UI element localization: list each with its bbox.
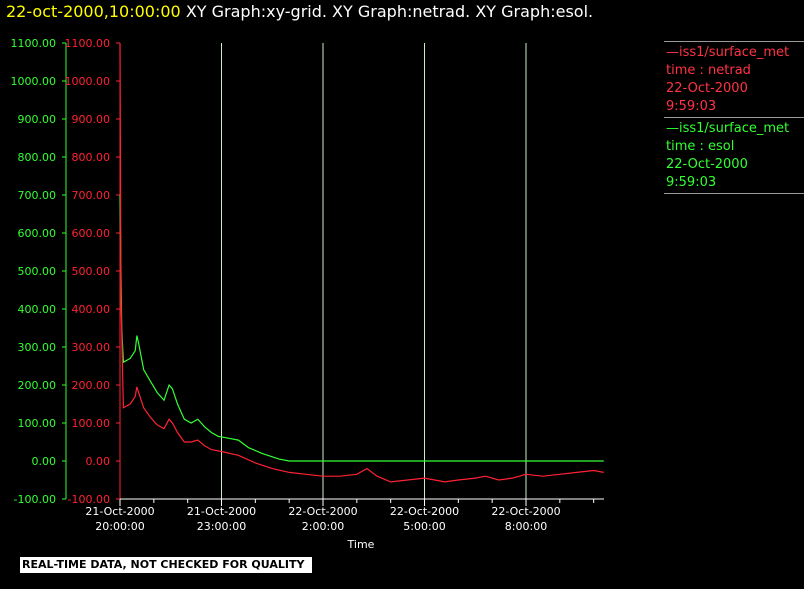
y-tick-label-esol: 700.00 bbox=[18, 189, 57, 202]
y-tick-label-netrad: 200.00 bbox=[72, 379, 111, 392]
y-tick-label-netrad: 0.00 bbox=[86, 455, 111, 468]
y-tick-label-netrad: 300.00 bbox=[72, 341, 111, 354]
legend-esol-time: 9:59:03 bbox=[666, 175, 717, 190]
legend-netrad[interactable]: —iss1/surface_met time : netrad 22-Oct-2… bbox=[664, 41, 804, 118]
y-tick-label-esol: 400.00 bbox=[18, 303, 57, 316]
y-tick-label-netrad: 800.00 bbox=[72, 151, 111, 164]
y-tick-label-esol: 1100.00 bbox=[11, 37, 57, 50]
y-tick-label-netrad: 700.00 bbox=[72, 189, 111, 202]
timestamp-label: 22-oct-2000,10:00:00 bbox=[6, 2, 181, 21]
x-tick-time: 5:00:00 bbox=[403, 520, 445, 533]
y-tick-label-esol: 500.00 bbox=[18, 265, 57, 278]
graphs-label: XY Graph:xy-grid. XY Graph:netrad. XY Gr… bbox=[185, 2, 594, 21]
y-tick-label-netrad: 1100.00 bbox=[65, 37, 111, 50]
y-tick-label-netrad: 400.00 bbox=[72, 303, 111, 316]
legend-esol-variable: time : esol bbox=[666, 139, 735, 154]
legend-netrad-variable: time : netrad bbox=[666, 63, 751, 78]
x-tick-time: 2:00:00 bbox=[302, 520, 344, 533]
quality-warning: REAL-TIME DATA, NOT CHECKED FOR QUALITY bbox=[20, 557, 313, 573]
y-tick-label-netrad: 100.00 bbox=[72, 417, 111, 430]
x-tick-time: 20:00:00 bbox=[95, 520, 144, 533]
legend: —iss1/surface_met time : netrad 22-Oct-2… bbox=[664, 41, 804, 194]
y-tick-label-esol: 0.00 bbox=[32, 455, 57, 468]
y-tick-label-netrad: 900.00 bbox=[72, 113, 111, 126]
y-tick-label-esol: 100.00 bbox=[18, 417, 57, 430]
legend-esol[interactable]: —iss1/surface_met time : esol 22-Oct-200… bbox=[664, 118, 804, 194]
y-tick-label-netrad: 500.00 bbox=[72, 265, 111, 278]
y-tick-label-netrad: 600.00 bbox=[72, 227, 111, 240]
y-tick-label-esol: -100.00 bbox=[14, 493, 56, 506]
y-tick-label-netrad: 1000.00 bbox=[65, 75, 111, 88]
x-tick-date: 22-Oct-2000 bbox=[390, 505, 459, 518]
x-tick-date: 21-Oct-2000 bbox=[187, 505, 256, 518]
legend-netrad-date: 22-Oct-2000 bbox=[666, 81, 748, 96]
x-tick-time: 23:00:00 bbox=[197, 520, 246, 533]
x-tick-date: 22-Oct-2000 bbox=[288, 505, 357, 518]
legend-esol-source: —iss1/surface_met bbox=[666, 121, 790, 136]
title-bar: 22-oct-2000,10:00:00 XY Graph:xy-grid. X… bbox=[6, 2, 593, 21]
series-line-esol bbox=[119, 194, 604, 462]
x-tick-date: 22-Oct-2000 bbox=[491, 505, 560, 518]
x-axis-label: Time bbox=[347, 538, 375, 551]
y-tick-label-esol: 200.00 bbox=[18, 379, 57, 392]
y-tick-label-netrad: -100.00 bbox=[68, 493, 110, 506]
y-tick-label-esol: 900.00 bbox=[18, 113, 57, 126]
y-tick-label-esol: 300.00 bbox=[18, 341, 57, 354]
y-tick-label-esol: 800.00 bbox=[18, 151, 57, 164]
x-tick-time: 8:00:00 bbox=[505, 520, 547, 533]
x-tick-date: 21-Oct-2000 bbox=[85, 505, 154, 518]
legend-netrad-time: 9:59:03 bbox=[666, 99, 717, 114]
legend-esol-date: 22-Oct-2000 bbox=[666, 157, 748, 172]
legend-netrad-source: —iss1/surface_met bbox=[666, 45, 790, 60]
y-tick-label-esol: 600.00 bbox=[18, 227, 57, 240]
series-line-netrad bbox=[119, 42, 604, 483]
y-tick-label-esol: 1000.00 bbox=[11, 75, 57, 88]
